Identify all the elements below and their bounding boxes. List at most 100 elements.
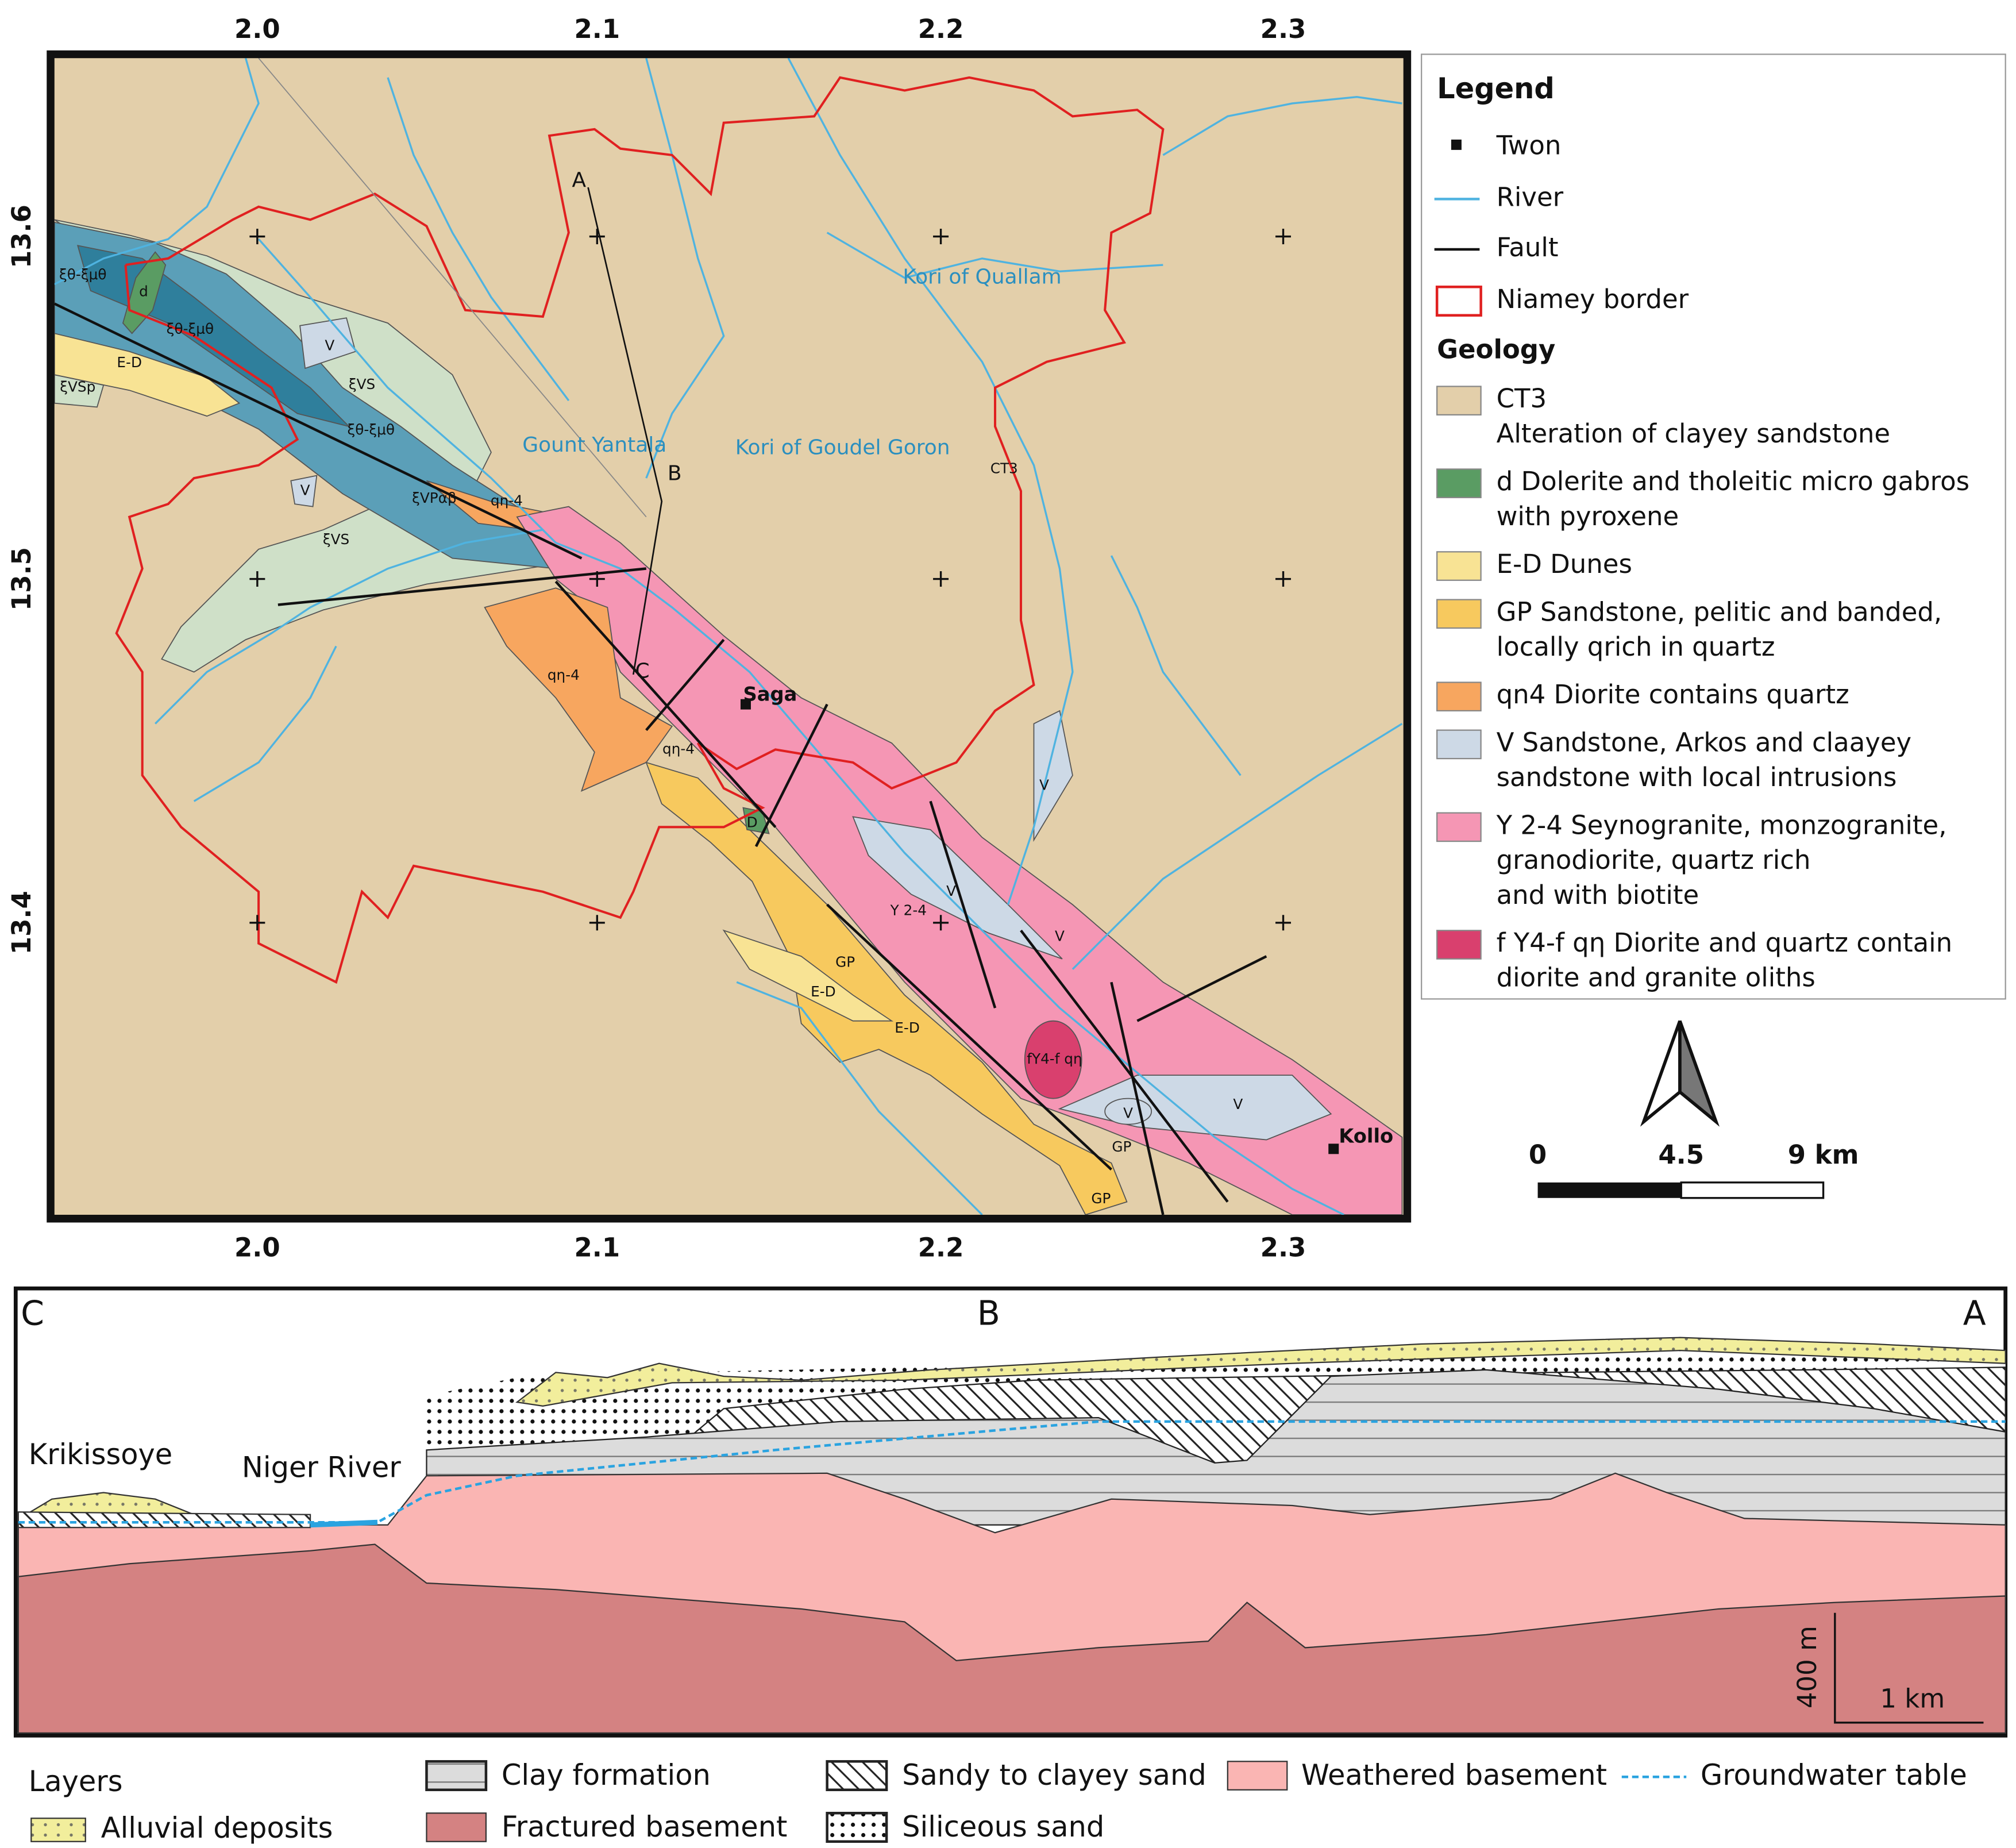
north-arrow <box>1678 1020 1720 1127</box>
map-label: C <box>635 659 649 683</box>
legend-label: CT3 <box>1497 383 1547 414</box>
map-label: D <box>747 814 758 831</box>
section-scale <box>1834 1612 1984 1724</box>
map-label: ξVS <box>323 531 349 548</box>
map-label: Kori of Goudel Goron <box>735 436 950 459</box>
legend-label: with pyroxene <box>1497 501 1679 532</box>
tick-label: 2.3 <box>1261 14 1306 44</box>
map-label: Gount Yantala <box>522 433 666 457</box>
legend-swatch <box>1436 812 1482 842</box>
cross-section: A <box>1963 1294 1986 1333</box>
fault <box>754 703 828 848</box>
fault <box>277 567 647 606</box>
map-label: qη-4 <box>548 667 580 683</box>
fault <box>826 903 1112 1171</box>
geology-unit <box>290 475 318 507</box>
geology-unit <box>1033 710 1073 842</box>
cross-section: 1 km <box>1880 1684 1945 1714</box>
scale-bar: 0 4.5 9 km <box>1529 1139 1859 1199</box>
map: A B C Gount Yantala Kori of Goudel Goron… <box>6 14 1412 1263</box>
tick-label: 2.0 2.1 2.2 2.3 2.0 2.1 2.2 2.3 13.6 13.… <box>6 14 1306 1263</box>
fractured-basement <box>17 1543 2006 1734</box>
map-label: fΥ4-f qη <box>1027 1050 1082 1067</box>
map-label: V <box>300 482 310 499</box>
legend-label: qn4 Diorite contains quartz <box>1497 679 1849 710</box>
scale-bar: 9 km <box>1788 1139 1859 1170</box>
map-label: qη-4 <box>662 740 695 757</box>
map-label: GP <box>835 953 855 970</box>
river <box>193 645 337 802</box>
layers-legend <box>30 1818 86 1842</box>
legend-label: Alteration of clayey sandstone <box>1497 418 1890 449</box>
river <box>1071 722 1403 970</box>
legend-label: d Dolerite and tholeitic micro gabros <box>1497 466 1969 496</box>
town-marker <box>1328 1144 1339 1154</box>
legend-label: f Υ4-f qη Diorite and quartz contain <box>1497 927 1953 958</box>
cross-section: C B A Krikissoye Niger River 400 m 1 km <box>13 1286 2008 1738</box>
legend-town-symbol <box>1451 139 1462 150</box>
tick-label: 13.6 <box>6 205 37 268</box>
map-label: d <box>139 283 148 299</box>
map-label: E-D <box>811 983 836 1000</box>
cross-section: C <box>21 1294 44 1333</box>
map-label: Kollo <box>1339 1125 1393 1148</box>
river <box>736 981 983 1216</box>
tick-label: 2.0 <box>234 1233 280 1263</box>
river <box>387 77 570 402</box>
scale-bar <box>1680 1181 1825 1199</box>
legend-swatch <box>1436 386 1482 416</box>
map-label: ξθ-ξμθ <box>59 266 106 283</box>
cross-section: 400 m <box>1792 1626 1822 1708</box>
legend-swatch <box>1436 930 1482 960</box>
tick-label: 13.4 <box>6 891 37 954</box>
legend-label: V Sandstone, Arkos and claayey <box>1497 727 1912 757</box>
tick-label: 13.5 <box>6 547 37 611</box>
map-label: V <box>946 883 956 899</box>
scale-bar: 4.5 <box>1658 1139 1704 1170</box>
legend <box>1421 53 2006 1000</box>
layers-legend: Layers <box>29 1765 123 1798</box>
north-arrow <box>1640 1020 1720 1127</box>
legend-label: granodiorite, quartz rich <box>1497 845 1811 875</box>
river <box>645 57 725 479</box>
north-arrow <box>1640 1020 1682 1127</box>
scale-bar <box>1537 1182 1682 1198</box>
fault <box>587 187 663 675</box>
cross-section: Niger River <box>242 1451 401 1484</box>
layers-legend: Alluvial deposits <box>101 1811 333 1845</box>
layers-legend: Layers Alluvial deposits Clay formation … <box>29 1758 1967 1845</box>
fault <box>1136 955 1267 1022</box>
geology-unit <box>645 761 1128 1216</box>
tick-label: 2.3 <box>1261 1233 1306 1263</box>
map-label: ξVSp <box>60 379 95 395</box>
river <box>826 232 1163 279</box>
legend-swatch <box>1436 682 1482 712</box>
map-label: GP <box>1112 1138 1131 1155</box>
grid-cross <box>249 229 1292 931</box>
map-label: ξVPαβ <box>412 490 457 506</box>
river <box>787 57 1074 905</box>
map-label: A <box>572 168 587 192</box>
legend-swatch <box>1436 468 1482 498</box>
fault <box>53 187 1267 1215</box>
river <box>1162 95 1402 156</box>
legend-swatch <box>1436 729 1482 760</box>
map-label: A B C Gount Yantala Kori of Goudel Goron… <box>59 168 1393 1207</box>
legend: River <box>1497 182 1564 212</box>
legend-swatch <box>1436 551 1482 581</box>
tick-label: 2.0 <box>234 14 280 44</box>
legend-border-symbol <box>1435 286 1482 317</box>
map-label: ξθ-ξμθ <box>348 421 395 438</box>
legend-label: and with biotite <box>1497 880 1699 910</box>
river <box>53 57 260 286</box>
niamey-border <box>115 76 1165 984</box>
map-frame <box>47 50 1412 1223</box>
legend: Legend Twon River Fault Niamey border Ge… <box>1421 53 2006 1000</box>
river <box>53 57 1403 1216</box>
tick-label: 2.1 <box>574 1233 620 1263</box>
map-label: V <box>1233 1096 1243 1112</box>
sandy-clayey-sand <box>17 1511 311 1529</box>
fault <box>53 302 583 560</box>
legend-label: locally qrich in quartz <box>1497 632 1775 662</box>
